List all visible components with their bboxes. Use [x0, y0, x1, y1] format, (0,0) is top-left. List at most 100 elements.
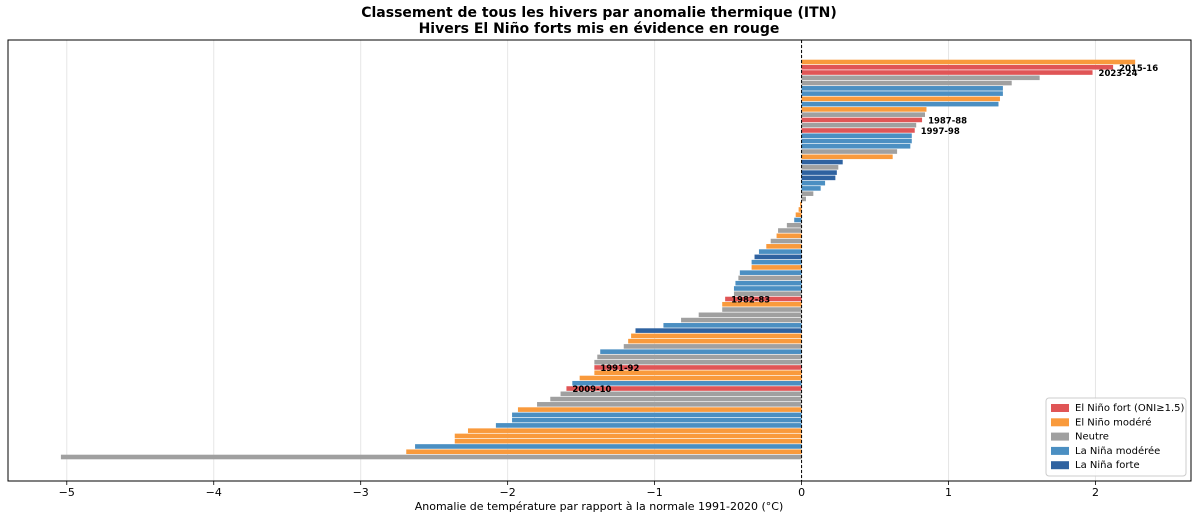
bar: [560, 391, 802, 397]
bar: [454, 433, 802, 439]
bar: [738, 275, 802, 281]
bar-label: 1991-92: [600, 364, 639, 374]
bar: [594, 359, 802, 365]
bar: [801, 107, 927, 112]
bar: [801, 149, 898, 154]
bar: [801, 138, 912, 144]
legend-swatch: [1051, 446, 1069, 455]
bar: [415, 444, 802, 449]
bar: [635, 328, 802, 333]
bar: [786, 222, 802, 228]
bar-label: 1997-98: [921, 127, 960, 137]
bar: [579, 375, 802, 381]
bar: [801, 175, 836, 181]
bar: [801, 75, 1040, 81]
bar: [801, 191, 814, 196]
bar: [801, 91, 1003, 96]
bar: [798, 207, 802, 212]
bar: [733, 286, 802, 291]
x-tick-label: −2: [500, 486, 516, 499]
bar: [631, 333, 802, 339]
bar-label: 1987-88: [928, 116, 967, 126]
bar: [594, 365, 802, 370]
x-tick-label: −4: [206, 486, 222, 499]
x-tick-label: 0: [798, 486, 805, 499]
bar: [597, 354, 802, 360]
bar: [801, 70, 1093, 75]
bar: [663, 323, 802, 328]
bar: [517, 407, 802, 412]
bar: [801, 64, 1114, 70]
bar: [495, 423, 802, 428]
bar: [681, 317, 802, 323]
x-axis-label: Anomalie de température par rapport à la…: [415, 500, 784, 513]
bar: [550, 396, 802, 402]
bar: [794, 217, 802, 223]
bar: [801, 165, 839, 170]
bar: [800, 201, 802, 207]
bar: [801, 96, 1000, 102]
bar: [801, 86, 1003, 91]
bar: [778, 228, 802, 233]
bar: [754, 254, 802, 260]
bar: [801, 128, 915, 133]
bar: [801, 101, 999, 107]
bar: [801, 143, 911, 149]
bar: [467, 428, 802, 433]
bar: [801, 59, 1136, 65]
bar: [512, 417, 802, 423]
bar: [566, 386, 802, 391]
bar-label: 2023-24: [1099, 69, 1138, 79]
x-tick-label: −5: [59, 486, 75, 499]
bar: [600, 349, 802, 354]
bar: [801, 186, 821, 191]
bar: [623, 344, 802, 349]
x-tick-label: 2: [1092, 486, 1099, 499]
bar-label: 2015-16: [1119, 64, 1158, 74]
bar: [770, 238, 802, 244]
bar: [801, 117, 923, 123]
bar: [594, 370, 802, 376]
bar: [801, 196, 806, 202]
bar: [801, 180, 826, 186]
legend-label: El Niño modéré: [1075, 416, 1152, 428]
bar: [628, 338, 802, 344]
legend-label: La Niña forte: [1075, 460, 1140, 471]
legend-swatch: [1051, 461, 1069, 470]
bar: [537, 402, 802, 407]
bar: [739, 270, 802, 275]
chart-title: Classement de tous les hivers par anomal…: [361, 5, 837, 21]
bar: [454, 438, 802, 444]
bar-label: 1982-83: [731, 296, 770, 306]
bar: [735, 280, 802, 286]
bar: [751, 265, 802, 270]
legend-label: El Niño fort (ONI≥1.5): [1075, 403, 1185, 414]
bar-label: 2009-10: [572, 385, 611, 395]
bar: [795, 212, 802, 218]
legend-label: La Niña modérée: [1075, 445, 1160, 457]
bar: [758, 249, 802, 254]
bar: [572, 380, 802, 386]
legend-swatch: [1051, 404, 1069, 412]
legend-box: [1045, 397, 1187, 477]
bar: [698, 312, 802, 318]
bar: [766, 244, 802, 249]
chart-subtitle: Hivers El Niño forts mis en évidence en …: [419, 21, 780, 37]
legend-swatch: [1051, 418, 1069, 427]
legend-label: Neutre: [1075, 432, 1109, 443]
bar: [801, 159, 843, 165]
bar: [406, 449, 802, 455]
bar: [801, 170, 837, 175]
legend: El Niño fort (ONI≥1.5) El Niño modéré Neut…: [1045, 397, 1187, 477]
x-tick-label: −3: [353, 486, 369, 499]
bar: [801, 133, 912, 139]
legend-swatch: [1051, 432, 1069, 441]
bar: [722, 301, 802, 307]
bar: [751, 259, 802, 265]
bar: [733, 291, 802, 297]
bar: [512, 412, 802, 418]
x-tick-label: 1: [945, 486, 952, 499]
plot-frame: [7, 39, 1192, 482]
